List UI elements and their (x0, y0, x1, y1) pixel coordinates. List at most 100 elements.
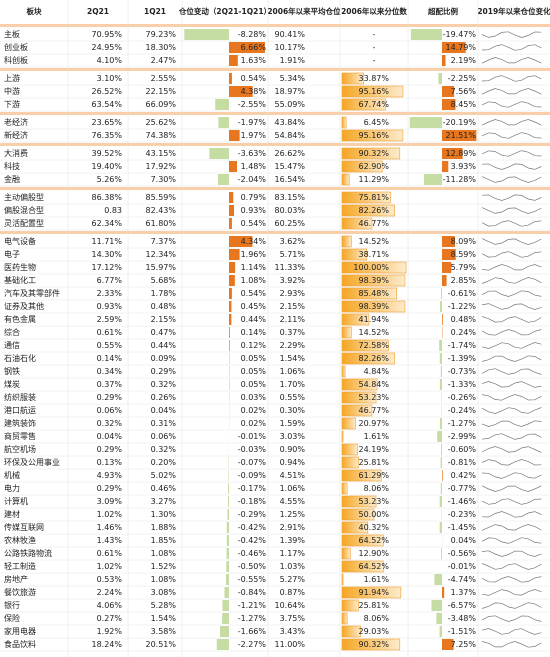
overweight-bar (442, 86, 455, 97)
sector-name: 石油石化 (4, 353, 36, 363)
cell-change: 0.05% (241, 354, 267, 363)
cell-2q21: 1.46% (97, 523, 123, 532)
cell-percentile: 8.06% (364, 484, 390, 493)
cell-average: 1.06% (280, 367, 306, 376)
cell-2q21: 23.65% (91, 118, 122, 127)
cell-change: -0.18% (238, 497, 267, 506)
cell-overweight: -0.01% (448, 562, 477, 571)
cell-percentile: 53.23% (358, 497, 389, 506)
cell-average: 2.91% (280, 523, 306, 532)
sector-name: 保险 (4, 613, 20, 623)
sparkline (481, 342, 542, 349)
change-bar (217, 174, 229, 185)
cell-overweight: 0.04% (451, 536, 477, 545)
cell-average: 2.11% (280, 315, 306, 324)
percentile-bar (341, 482, 348, 495)
cell-2q21: 0.61% (97, 549, 123, 558)
overweight-bar (434, 574, 442, 585)
sparkline (481, 498, 542, 505)
cell-percentile: 98.39% (358, 276, 389, 285)
change-bar (227, 509, 229, 520)
overweight-bar (442, 262, 452, 273)
cell-2q21: 0.29% (97, 484, 123, 493)
percentile-bar (341, 508, 375, 521)
cell-percentile: 12.90% (358, 549, 389, 558)
cell-overweight: 2.19% (451, 56, 477, 65)
change-bar (226, 535, 229, 546)
percentile-bar (341, 625, 361, 638)
cell-1q21: 1.08% (151, 575, 177, 584)
sparkline (481, 75, 542, 82)
cell-1q21: 17.92% (145, 162, 176, 171)
overweight-bar (441, 444, 442, 455)
overweight-bar (439, 522, 442, 533)
sector-name: 基础化工 (4, 275, 36, 285)
sparkline (481, 277, 542, 284)
cell-percentile: 14.52% (358, 237, 389, 246)
overweight-bar (431, 600, 442, 611)
cell-1q21: 25.62% (145, 118, 176, 127)
cell-percentile: 1.61% (364, 432, 390, 441)
sparkline (481, 576, 542, 583)
sector-name: 家用电器 (4, 626, 36, 636)
sector-name: 食品饮料 (4, 639, 36, 649)
cell-overweight: 8.45% (451, 100, 477, 109)
cell-average: 0.30% (280, 406, 306, 415)
cell-2q21: 0.06% (97, 406, 123, 415)
overweight-bar (442, 161, 449, 172)
cell-overweight: -20.19% (443, 118, 477, 127)
sector-name: 汽车及其零部件 (4, 288, 60, 298)
cell-overweight: -2.25% (448, 74, 477, 83)
change-bar (209, 148, 229, 159)
change-bar (224, 587, 229, 598)
cell-change: 0.05% (241, 380, 267, 389)
header-cell: 2006年以来分位数 (341, 6, 407, 16)
overweight-bar (442, 249, 456, 260)
cell-1q21: 1.78% (151, 289, 177, 298)
cell-change: 0.93% (241, 206, 267, 215)
overweight-bar (440, 301, 442, 312)
overweight-bar (440, 366, 442, 377)
overweight-bar (439, 496, 442, 507)
cell-2q21: 0.32% (97, 419, 123, 428)
overweight-bar (442, 587, 445, 598)
percentile-bar (341, 560, 384, 573)
cell-overweight: -0.23% (448, 510, 477, 519)
cell-percentile: 91.94% (358, 588, 389, 597)
percentile-bar (341, 391, 377, 404)
cell-1q21: 0.31% (151, 419, 177, 428)
header-cell: 板块 (27, 6, 42, 16)
sector-name: 偏股混合型 (4, 205, 44, 215)
cell-average: 10.64% (274, 601, 305, 610)
change-bar (229, 301, 232, 312)
percentile-bar (341, 191, 391, 204)
cell-2q21: 1.92% (97, 627, 123, 636)
cell-overweight: 21.51% (445, 131, 476, 140)
cell-average: 15.47% (274, 162, 305, 171)
cell-2q21: 5.26% (97, 175, 123, 184)
cell-percentile: 82.26% (358, 354, 389, 363)
cell-1q21: 3.58% (151, 627, 177, 636)
cell-percentile: 40.32% (358, 523, 389, 532)
sparkline (481, 394, 542, 401)
cell-average: 60.25% (274, 219, 305, 228)
overweight-bar (442, 55, 446, 66)
cell-change: -2.55% (238, 100, 267, 109)
cell-change: 0.02% (241, 406, 267, 415)
cell-2q21: 18.24% (91, 640, 122, 649)
header-bg (0, 0, 550, 24)
cell-1q21: 0.20% (151, 458, 177, 467)
cell-change: 4.38% (241, 87, 267, 96)
cell-change: -8.28% (238, 30, 267, 39)
cell-average: 80.03% (274, 206, 305, 215)
header-cell: 超配比例 (427, 6, 458, 16)
cell-1q21: 0.32% (151, 445, 177, 454)
cell-average: 2.29% (280, 341, 306, 350)
header-cell: 2Q21 (87, 7, 109, 16)
overweight-bar (436, 613, 442, 624)
cell-2q21: 62.34% (91, 219, 122, 228)
cell-change: -0.42% (238, 536, 267, 545)
sparkline (481, 207, 542, 214)
cell-average: 5.27% (280, 575, 306, 584)
header-cell: 2019年以来仓位变化 (477, 6, 550, 16)
